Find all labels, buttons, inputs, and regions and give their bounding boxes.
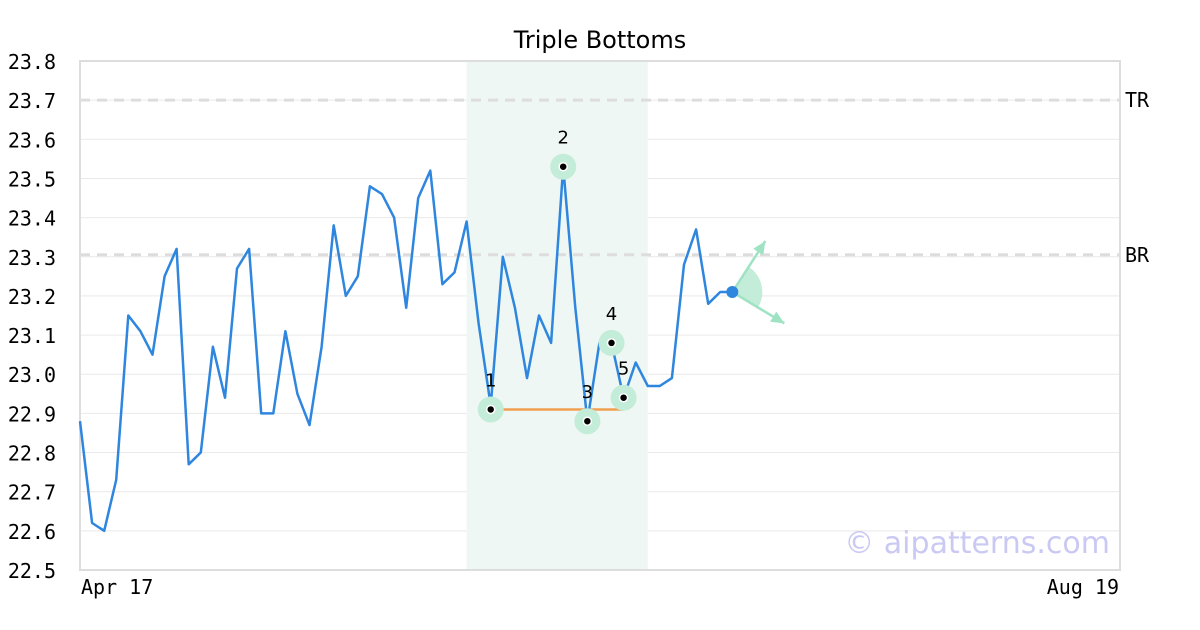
- y-tick-label: 23.6: [8, 128, 56, 152]
- y-tick-label: 23.4: [8, 207, 56, 231]
- y-tick-label: 22.5: [8, 559, 56, 583]
- projection-arrow-up-head: [753, 241, 766, 256]
- y-tick-label: 22.9: [8, 402, 56, 426]
- pattern-point: [485, 404, 496, 415]
- pattern-point-label: 4: [606, 304, 617, 325]
- plot-frame: [79, 60, 1121, 571]
- x-tick-label: Aug 19: [1047, 575, 1119, 599]
- pattern-point-label: 2: [557, 128, 568, 149]
- x-tick-label: Apr 17: [81, 575, 153, 599]
- pattern-point-label: 3: [582, 382, 593, 403]
- pattern-points-layer: 1 2 3 4 5: [477, 128, 637, 435]
- pattern-region: [466, 61, 648, 570]
- y-tick-label: 23.3: [8, 246, 56, 270]
- y-tick-label: 22.7: [8, 481, 56, 505]
- x-axis: Apr 17 Aug 19: [81, 575, 1119, 599]
- reference-lines: TR BR: [80, 88, 1150, 267]
- y-axis: 22.5 22.6 22.7 22.8 22.9 23.0 23.1 23.2 23.3 23.4…: [8, 50, 56, 583]
- pattern-point: [618, 392, 629, 403]
- projection-arrow-down-head: [770, 311, 785, 324]
- y-tick-label: 23.7: [8, 89, 56, 113]
- pattern-point-label: 1: [485, 370, 496, 391]
- pattern-point-label: 5: [618, 359, 629, 380]
- watermark: © aipatterns.com: [844, 526, 1110, 561]
- pattern-point: [606, 338, 617, 348]
- projection-fan: [732, 266, 763, 308]
- current-price-point: [726, 286, 739, 299]
- pattern-point: [558, 161, 568, 172]
- pattern-region-layer: [466, 61, 648, 570]
- pattern-point: [582, 416, 593, 426]
- reference-line-label: TR: [1125, 88, 1150, 112]
- y-tick-label: 23.5: [8, 167, 56, 191]
- y-tick-label: 23.0: [8, 363, 56, 387]
- y-tick-label: 23.2: [8, 285, 56, 309]
- y-tick-label: 22.6: [8, 520, 56, 544]
- projection-layer: [726, 240, 785, 325]
- y-tick-label: 23.1: [8, 324, 56, 348]
- y-tick-label: 23.8: [8, 50, 56, 74]
- y-tick-label: 22.8: [8, 442, 56, 466]
- chart-title: Triple Bottoms: [513, 26, 687, 54]
- reference-line-label: BR: [1125, 243, 1150, 267]
